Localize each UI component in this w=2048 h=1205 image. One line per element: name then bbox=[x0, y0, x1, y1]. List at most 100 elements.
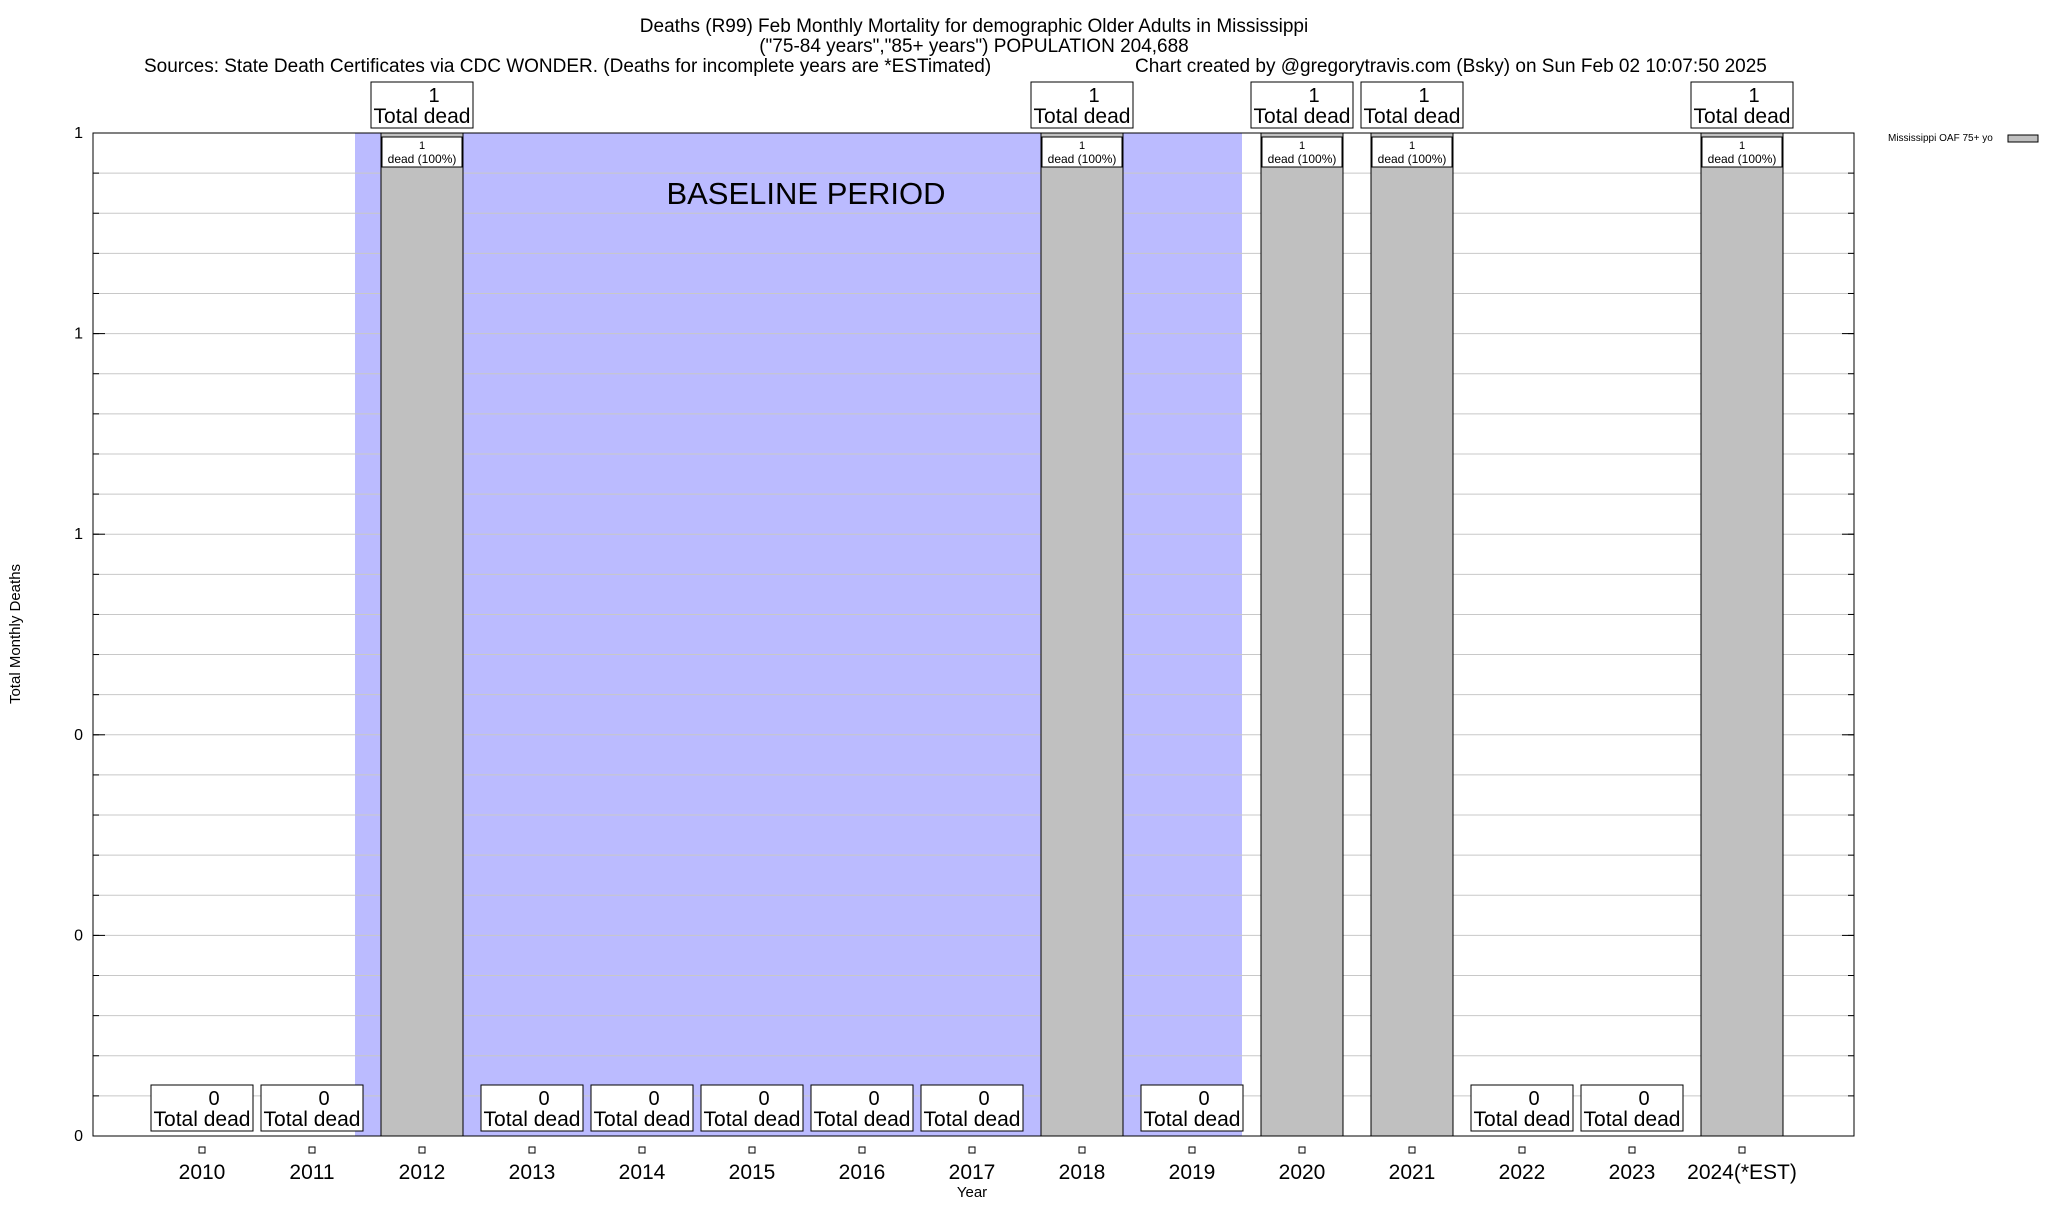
total-label-box bbox=[1580, 1084, 1684, 1132]
x-tick-marker bbox=[1078, 1146, 1086, 1154]
total-label-box bbox=[480, 1084, 584, 1132]
total-label-text: Total dead bbox=[1364, 105, 1461, 128]
total-label-number: 1 bbox=[1418, 85, 1429, 107]
total-label-text: Total dead bbox=[1474, 1108, 1571, 1131]
bar-inner-label-text: dead (100%) bbox=[388, 152, 457, 166]
total-label-box bbox=[1140, 1084, 1244, 1132]
x-tick-label: 2020 bbox=[1279, 1161, 1326, 1184]
x-tick-label: 2013 bbox=[509, 1161, 556, 1184]
x-tick-marker bbox=[1518, 1146, 1526, 1154]
x-tick-label: 2012 bbox=[399, 1161, 446, 1184]
total-label-number: 0 bbox=[1198, 1088, 1209, 1110]
total-label-number: 1 bbox=[1308, 85, 1319, 107]
chart-credit: Chart created by @gregorytravis.com (Bsk… bbox=[1135, 56, 1767, 77]
x-tick-label: 2021 bbox=[1389, 1161, 1436, 1184]
bar-inner-label-text: dead (100%) bbox=[1708, 152, 1777, 166]
x-tick-label: 2011 bbox=[289, 1161, 334, 1184]
x-tick-marker bbox=[638, 1146, 646, 1154]
total-label-number: 0 bbox=[868, 1088, 879, 1110]
plot-frame bbox=[92, 132, 1855, 1137]
total-label-text: Total dead bbox=[374, 105, 471, 128]
total-label-text: Total dead bbox=[264, 1108, 361, 1131]
total-label-box bbox=[1690, 81, 1794, 129]
x-tick-marker bbox=[858, 1146, 866, 1154]
x-tick-marker bbox=[308, 1146, 316, 1154]
bar-inner-label-box bbox=[1701, 136, 1783, 168]
bar-inner-label-box bbox=[381, 136, 463, 168]
total-label-box bbox=[700, 1084, 804, 1132]
bar-inner-label-text: dead (100%) bbox=[1268, 152, 1337, 166]
total-label-number: 1 bbox=[428, 85, 439, 107]
chart-title: Deaths (R99) Feb Monthly Mortality for d… bbox=[640, 16, 1308, 37]
x-tick-label: 2014 bbox=[619, 1161, 666, 1184]
total-label-number: 1 bbox=[1748, 85, 1759, 107]
x-tick-marker bbox=[1738, 1146, 1746, 1154]
total-label-box bbox=[1470, 1084, 1574, 1132]
x-tick-label: 2022 bbox=[1499, 1161, 1546, 1184]
x-tick-marker bbox=[1628, 1146, 1636, 1154]
y-tick-label: 0 bbox=[74, 1128, 83, 1145]
bar-inner-label-count: 1 bbox=[1299, 140, 1305, 152]
bar-inner-label-box bbox=[1261, 136, 1343, 168]
y-axis-label: Total Monthly Deaths bbox=[7, 564, 24, 704]
total-label-number: 0 bbox=[318, 1088, 329, 1110]
total-label-box bbox=[1030, 81, 1134, 129]
x-tick-label: 2016 bbox=[839, 1161, 886, 1184]
x-tick-marker bbox=[418, 1146, 426, 1154]
total-label-text: Total dead bbox=[1034, 105, 1131, 128]
bar-inner-label-count: 1 bbox=[1409, 140, 1415, 152]
x-tick-marker bbox=[198, 1146, 206, 1154]
total-label-text: Total dead bbox=[154, 1108, 251, 1131]
x-tick-marker bbox=[968, 1146, 976, 1154]
total-label-box bbox=[920, 1084, 1024, 1132]
total-label-box bbox=[590, 1084, 694, 1132]
x-tick-label: 2018 bbox=[1059, 1161, 1106, 1184]
x-tick-marker bbox=[1188, 1146, 1196, 1154]
bar-inner-label-text: dead (100%) bbox=[1048, 152, 1117, 166]
total-label-number: 0 bbox=[1528, 1088, 1539, 1110]
x-axis-label: Year bbox=[957, 1184, 987, 1200]
y-tick-label: 1 bbox=[74, 125, 83, 142]
bar-inner-label-box bbox=[1371, 136, 1453, 168]
total-label-text: Total dead bbox=[484, 1108, 581, 1131]
total-label-box bbox=[260, 1084, 364, 1132]
legend-label: Mississippi OAF 75+ yo bbox=[1888, 133, 1993, 144]
total-label-text: Total dead bbox=[1584, 1108, 1681, 1131]
y-tick-label: 1 bbox=[74, 326, 83, 343]
total-label-number: 0 bbox=[648, 1088, 659, 1110]
total-label-text: Total dead bbox=[1694, 105, 1791, 128]
x-tick-label: 2019 bbox=[1169, 1161, 1216, 1184]
x-tick-marker bbox=[1408, 1146, 1416, 1154]
total-label-box bbox=[810, 1084, 914, 1132]
total-label-number: 0 bbox=[758, 1088, 769, 1110]
bar bbox=[1040, 132, 1124, 1137]
y-tick-label: 0 bbox=[74, 727, 83, 744]
bar bbox=[1260, 132, 1344, 1137]
bar bbox=[1700, 132, 1784, 1137]
chart-subtitle: ("75-84 years","85+ years") POPULATION 2… bbox=[759, 36, 1189, 57]
bar-inner-label-count: 1 bbox=[1739, 140, 1745, 152]
total-label-number: 0 bbox=[1638, 1088, 1649, 1110]
bar-inner-label-count: 1 bbox=[1079, 140, 1085, 152]
bar-inner-label-box bbox=[1041, 136, 1123, 168]
y-tick-label: 1 bbox=[74, 526, 83, 543]
baseline-period-label: BASELINE PERIOD bbox=[666, 176, 945, 211]
chart-sources: Sources: State Death Certificates via CD… bbox=[144, 56, 991, 77]
bar bbox=[380, 132, 464, 1137]
total-label-box bbox=[150, 1084, 254, 1132]
bar-inner-label-count: 1 bbox=[419, 140, 425, 152]
total-label-text: Total dead bbox=[1144, 1108, 1241, 1131]
total-label-number: 0 bbox=[978, 1088, 989, 1110]
legend-swatch bbox=[2007, 134, 2039, 143]
total-label-number: 0 bbox=[538, 1088, 549, 1110]
x-tick-label: 2017 bbox=[949, 1161, 996, 1184]
x-tick-label: 2023 bbox=[1609, 1161, 1656, 1184]
x-tick-label: 2024(*EST) bbox=[1687, 1161, 1797, 1184]
total-label-number: 1 bbox=[1088, 85, 1099, 107]
x-tick-label: 2010 bbox=[179, 1161, 226, 1184]
total-label-text: Total dead bbox=[814, 1108, 911, 1131]
y-tick-label: 0 bbox=[74, 927, 83, 944]
total-label-box bbox=[370, 81, 474, 129]
